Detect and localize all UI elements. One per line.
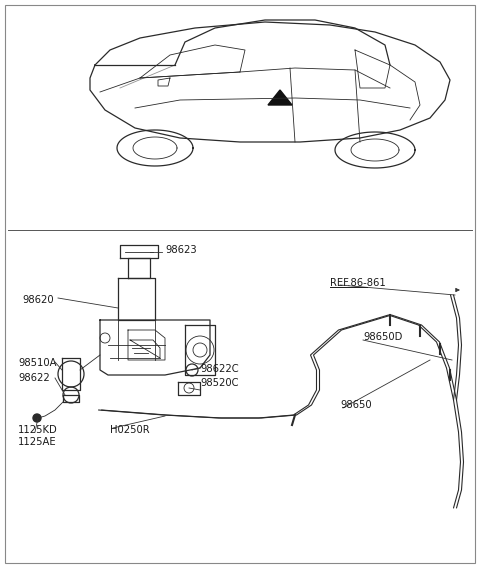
Text: 98623: 98623	[165, 245, 197, 255]
Text: 98622C: 98622C	[200, 364, 239, 374]
Text: 1125AE: 1125AE	[18, 437, 57, 447]
Text: REF.86-861: REF.86-861	[330, 278, 386, 288]
Text: 98622: 98622	[18, 373, 50, 383]
Text: 98510A: 98510A	[18, 358, 57, 368]
Text: 98620: 98620	[22, 295, 54, 305]
Text: H0250R: H0250R	[110, 425, 150, 435]
Text: 98520C: 98520C	[200, 378, 239, 388]
Polygon shape	[268, 90, 292, 105]
Circle shape	[33, 414, 41, 422]
Text: 98650: 98650	[340, 400, 372, 410]
Text: 98650D: 98650D	[363, 332, 402, 342]
Text: 1125KD: 1125KD	[18, 425, 58, 435]
